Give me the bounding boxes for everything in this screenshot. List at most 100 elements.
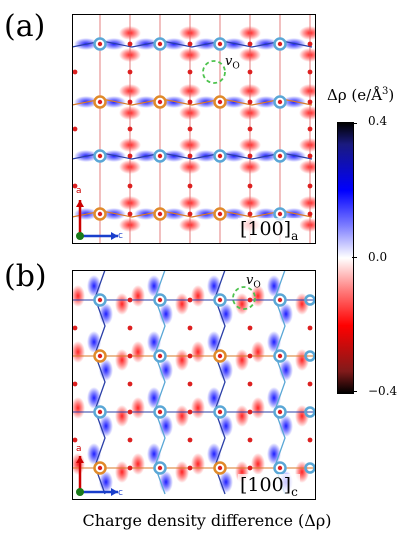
- panel-label-b: (b): [4, 259, 47, 294]
- oxygen-atom: [187, 41, 193, 47]
- oxygen-atom: [307, 126, 313, 132]
- oxygen-atom: [307, 153, 313, 159]
- bond-chain: [274, 270, 286, 495]
- cation-core: [157, 211, 163, 217]
- cation-core: [97, 297, 103, 303]
- charge-lobe-negative: [72, 453, 85, 475]
- projection-text-a: [100]: [240, 218, 292, 240]
- oxygen-atom: [127, 325, 133, 331]
- charge-lobe-negative: [131, 285, 145, 307]
- charge-lobe-negative: [299, 196, 316, 210]
- oxygen-atom: [72, 381, 78, 387]
- oxygen-atom: [127, 99, 133, 105]
- oxygen-atom: [247, 381, 253, 387]
- oxygen-atom: [72, 183, 78, 189]
- oxygen-atom: [127, 183, 133, 189]
- cation-core: [157, 99, 163, 105]
- oxygen-atom: [307, 211, 313, 217]
- colorbar-title: Δρ (e/Å3): [327, 86, 394, 104]
- vacancy-sub-a: O: [232, 61, 240, 72]
- oxygen-atom: [307, 381, 313, 387]
- oxygen-atom: [307, 183, 313, 189]
- cation-core: [97, 465, 103, 471]
- panel-label-a: (a): [4, 9, 46, 44]
- charge-lobe-negative: [299, 138, 316, 152]
- oxygen-atom: [127, 353, 133, 359]
- charge-lobe-negative: [251, 453, 265, 475]
- charge-lobe-negative: [251, 341, 265, 363]
- charge-lobe-negative: [299, 48, 316, 62]
- oxygen-atom: [247, 353, 253, 359]
- projection-text-b: [100]: [240, 474, 292, 496]
- cation-atom-edge: [304, 350, 316, 362]
- colorbar-title-sup: 3: [382, 86, 389, 97]
- charge-lobe-negative: [175, 349, 189, 371]
- cation-core: [157, 153, 163, 159]
- colorbar-mid-label: 0.0: [368, 250, 388, 264]
- cation-core: [277, 297, 283, 303]
- bond-chain: [72, 152, 313, 160]
- oxygen-atom: [127, 437, 133, 443]
- cation-core: [277, 41, 283, 47]
- bond-chain: [72, 98, 313, 106]
- oxygen-atom: [127, 69, 133, 75]
- cation-core: [97, 41, 103, 47]
- cation-core: [97, 353, 103, 359]
- oxygen-atom: [127, 409, 133, 415]
- colorbar-max-label: 0.4: [368, 114, 388, 128]
- oxygen-atom: [187, 325, 193, 331]
- oxygen-atom: [247, 297, 253, 303]
- charge-lobe-negative: [115, 293, 129, 315]
- bond-chain: [72, 40, 313, 48]
- cation-core: [97, 99, 103, 105]
- cation-core: [157, 409, 163, 415]
- oxygen-atom: [187, 353, 193, 359]
- oxygen-atom: [187, 126, 193, 132]
- colorbar-tick-mid: [352, 257, 357, 258]
- charge-lobe-negative: [72, 397, 85, 419]
- vacancy-text-a: v: [225, 54, 233, 69]
- bond-chain: [214, 270, 226, 495]
- charge-lobe-negative: [115, 405, 129, 427]
- cation-core: [157, 297, 163, 303]
- charge-lobe-negative: [299, 84, 316, 98]
- charge-lobe-negative: [251, 397, 265, 419]
- cation-core: [277, 153, 283, 159]
- charge-lobe-negative: [299, 218, 316, 232]
- oxygen-atom: [72, 325, 78, 331]
- charge-lobe-negative: [131, 453, 145, 475]
- charge-lobe-negative: [131, 397, 145, 419]
- cation-core: [217, 41, 223, 47]
- oxygen-atom: [247, 437, 253, 443]
- cation-core: [277, 211, 283, 217]
- bond-chain: [94, 270, 106, 495]
- colorbar-min-label: −0.4: [368, 384, 398, 398]
- oxygen-atom: [247, 409, 253, 415]
- cation-core: [157, 41, 163, 47]
- map-frame: [72, 270, 316, 500]
- charge-lobe-negative: [72, 285, 85, 307]
- cation-core: [97, 211, 103, 217]
- axis-label-b-right: c: [118, 488, 123, 498]
- oxygen-atom: [187, 437, 193, 443]
- vacancy-label-b: vO: [246, 273, 261, 291]
- oxygen-atom: [187, 297, 193, 303]
- oxygen-atom: [127, 211, 133, 217]
- charge-lobe-negative: [235, 405, 249, 427]
- projection-sub-a: a: [291, 228, 299, 243]
- oxygen-atom: [307, 41, 313, 47]
- charge-lobe-negative: [191, 285, 205, 307]
- vacancy-label-a: vO: [225, 54, 240, 72]
- axis-arrow-c-head: [111, 232, 118, 240]
- oxygen-atom: [187, 381, 193, 387]
- oxygen-atom: [247, 211, 253, 217]
- oxygen-atom: [187, 153, 193, 159]
- charge-lobe-negative: [191, 341, 205, 363]
- charge-lobe-negative: [191, 453, 205, 475]
- axis-origin: [76, 488, 84, 496]
- vacancy-sub-b: O: [253, 280, 261, 291]
- cation-core: [157, 353, 163, 359]
- charge-density-map-a: [72, 14, 316, 244]
- bond-chain: [72, 210, 313, 218]
- oxygen-atom: [187, 183, 193, 189]
